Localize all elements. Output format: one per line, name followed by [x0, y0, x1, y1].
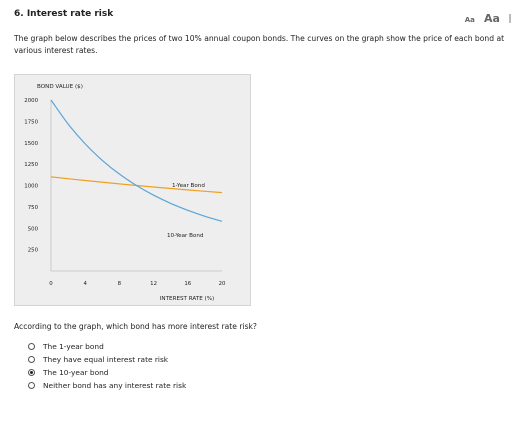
radio-button[interactable] — [28, 343, 35, 350]
x-tick-label: 0 — [49, 281, 53, 287]
option-no-risk[interactable]: Neither bond has any interest rate risk — [28, 379, 186, 392]
x-tick-label: 12 — [150, 281, 157, 287]
option-1-year-bond[interactable]: The 1-year bond — [28, 340, 186, 353]
y-tick-label: 1750 — [24, 119, 38, 125]
question-intro: The graph below describes the prices of … — [14, 34, 505, 55]
x-tick-label: 8 — [118, 281, 122, 287]
series-label-1-year-bond: 1-Year Bond — [172, 183, 205, 189]
y-axis-label: BOND VALUE ($) — [37, 84, 83, 90]
y-tick-label: 2000 — [24, 98, 38, 104]
question-prompt: According to the graph, which bond has m… — [14, 322, 257, 331]
option-label: The 1-year bond — [43, 342, 104, 351]
y-tick-label: 750 — [28, 205, 39, 211]
series-line-10-year-bond — [50, 99, 223, 222]
y-tick-label: 1500 — [24, 141, 38, 147]
edit-icon[interactable] — [509, 14, 511, 23]
option-label: Neither bond has any interest rate risk — [43, 381, 187, 390]
option-equal-risk[interactable]: They have equal interest rate risk — [28, 353, 186, 366]
font-increase-button[interactable]: Aa — [483, 12, 500, 25]
x-tick-label: 16 — [184, 281, 191, 287]
x-axis-label: INTEREST RATE (%) — [160, 296, 214, 302]
question-title: 6. Interest rate risk — [14, 9, 114, 19]
chart-svg: BOND VALUE ($) INTEREST RATE (%) 2000 175… — [24, 84, 226, 302]
series-label-10-year-bond: 10-Year Bond — [167, 233, 204, 239]
y-tick-label: 1000 — [24, 184, 38, 190]
bond-value-chart: BOND VALUE ($) INTEREST RATE (%) 2000 175… — [14, 74, 251, 306]
y-tick-label: 500 — [28, 226, 39, 232]
option-10-year-bond[interactable]: The 10-year bond — [28, 366, 186, 379]
x-tick-label: 4 — [83, 281, 87, 287]
option-label: The 10-year bond — [43, 368, 109, 377]
radio-button[interactable] — [28, 369, 35, 376]
font-decrease-button[interactable]: Aa — [464, 16, 475, 24]
y-tick-label: 1250 — [24, 162, 38, 168]
option-label: They have equal interest rate risk — [43, 355, 169, 364]
y-tick-label: 250 — [28, 248, 39, 254]
radio-button[interactable] — [28, 356, 35, 363]
answer-options: The 1-year bond They have equal interest… — [28, 340, 186, 392]
radio-button[interactable] — [28, 382, 35, 389]
x-tick-label: 20 — [219, 281, 226, 287]
font-size-controls: Aa Aa — [465, 7, 511, 26]
